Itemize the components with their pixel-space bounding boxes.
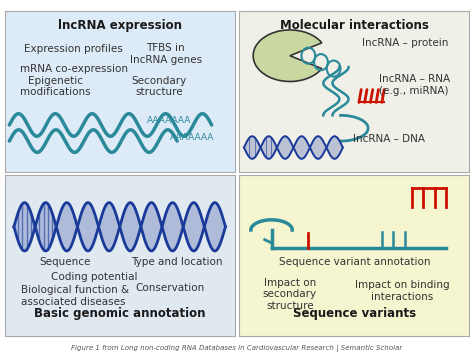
Text: Coding potential: Coding potential bbox=[51, 272, 137, 282]
Text: TFBS in
lncRNA genes: TFBS in lncRNA genes bbox=[129, 43, 202, 65]
Text: Impact on
secondary
structure: Impact on secondary structure bbox=[263, 278, 317, 311]
Text: Epigenetic
modifications: Epigenetic modifications bbox=[20, 75, 91, 97]
Text: mRNA co-expression: mRNA co-expression bbox=[20, 64, 128, 74]
Text: AAAAAAA: AAAAAAA bbox=[170, 132, 215, 142]
Text: Sequence variants: Sequence variants bbox=[293, 307, 416, 320]
Text: Impact on binding
interactions: Impact on binding interactions bbox=[356, 280, 450, 302]
Text: lncRNA – protein: lncRNA – protein bbox=[362, 38, 448, 48]
Text: Molecular interactions: Molecular interactions bbox=[280, 19, 429, 32]
Text: Figure 1 from Long non-coding RNA Databases in Cardiovascular Research | Semanti: Figure 1 from Long non-coding RNA Databa… bbox=[72, 345, 402, 352]
Wedge shape bbox=[253, 30, 322, 81]
Text: AAAAAAA: AAAAAAA bbox=[147, 116, 191, 125]
Text: Type and location: Type and location bbox=[131, 257, 223, 267]
Text: Conservation: Conservation bbox=[136, 283, 205, 293]
Text: Expression profiles: Expression profiles bbox=[24, 44, 123, 54]
Text: Secondary
structure: Secondary structure bbox=[131, 75, 186, 97]
Text: lncRNA – RNA
(e.g., miRNA): lncRNA – RNA (e.g., miRNA) bbox=[379, 74, 450, 96]
Text: Biological function &
associated diseases: Biological function & associated disease… bbox=[21, 285, 129, 307]
Text: Sequence: Sequence bbox=[39, 257, 91, 267]
Text: lncRNA expression: lncRNA expression bbox=[58, 19, 182, 32]
Text: lncRNA – DNA: lncRNA – DNA bbox=[353, 135, 425, 144]
Text: Sequence variant annotation: Sequence variant annotation bbox=[279, 257, 430, 267]
Text: Basic genomic annotation: Basic genomic annotation bbox=[34, 307, 205, 320]
